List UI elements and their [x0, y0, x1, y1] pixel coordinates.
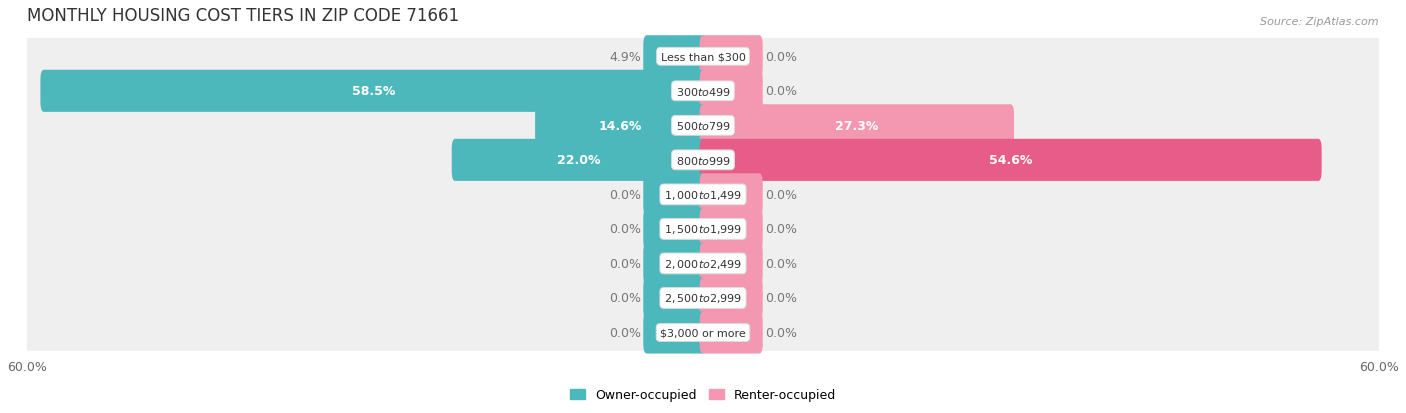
- Text: MONTHLY HOUSING COST TIERS IN ZIP CODE 71661: MONTHLY HOUSING COST TIERS IN ZIP CODE 7…: [27, 7, 458, 25]
- FancyBboxPatch shape: [27, 246, 1379, 282]
- Text: 0.0%: 0.0%: [765, 223, 797, 236]
- FancyBboxPatch shape: [451, 140, 706, 181]
- FancyBboxPatch shape: [27, 280, 1379, 316]
- Text: 0.0%: 0.0%: [765, 51, 797, 64]
- Text: 0.0%: 0.0%: [765, 257, 797, 270]
- FancyBboxPatch shape: [700, 243, 762, 285]
- FancyBboxPatch shape: [700, 36, 762, 78]
- FancyBboxPatch shape: [27, 39, 1379, 76]
- Text: $500 to $799: $500 to $799: [675, 120, 731, 132]
- FancyBboxPatch shape: [536, 105, 706, 147]
- FancyBboxPatch shape: [700, 140, 1322, 181]
- Text: 0.0%: 0.0%: [609, 257, 641, 270]
- Legend: Owner-occupied, Renter-occupied: Owner-occupied, Renter-occupied: [565, 384, 841, 406]
- Text: 0.0%: 0.0%: [765, 292, 797, 305]
- FancyBboxPatch shape: [27, 177, 1379, 213]
- Text: $1,000 to $1,499: $1,000 to $1,499: [664, 188, 742, 202]
- FancyBboxPatch shape: [27, 74, 1379, 110]
- Text: 0.0%: 0.0%: [765, 188, 797, 202]
- FancyBboxPatch shape: [700, 174, 762, 216]
- Text: 0.0%: 0.0%: [609, 223, 641, 236]
- FancyBboxPatch shape: [27, 108, 1379, 144]
- FancyBboxPatch shape: [700, 105, 1014, 147]
- FancyBboxPatch shape: [700, 208, 762, 250]
- Text: $300 to $499: $300 to $499: [675, 85, 731, 97]
- FancyBboxPatch shape: [644, 277, 706, 319]
- Text: 22.0%: 22.0%: [557, 154, 600, 167]
- FancyBboxPatch shape: [27, 211, 1379, 248]
- FancyBboxPatch shape: [644, 208, 706, 250]
- Text: $800 to $999: $800 to $999: [675, 154, 731, 166]
- FancyBboxPatch shape: [41, 71, 706, 113]
- Text: 0.0%: 0.0%: [765, 326, 797, 339]
- FancyBboxPatch shape: [700, 312, 762, 354]
- Text: 0.0%: 0.0%: [609, 188, 641, 202]
- FancyBboxPatch shape: [27, 142, 1379, 179]
- Text: Less than $300: Less than $300: [661, 52, 745, 62]
- FancyBboxPatch shape: [700, 277, 762, 319]
- FancyBboxPatch shape: [644, 174, 706, 216]
- Text: Source: ZipAtlas.com: Source: ZipAtlas.com: [1261, 17, 1379, 26]
- Text: $3,000 or more: $3,000 or more: [661, 328, 745, 338]
- Text: $1,500 to $1,999: $1,500 to $1,999: [664, 223, 742, 236]
- Text: 27.3%: 27.3%: [835, 119, 879, 133]
- Text: 0.0%: 0.0%: [609, 292, 641, 305]
- Text: $2,000 to $2,499: $2,000 to $2,499: [664, 257, 742, 270]
- FancyBboxPatch shape: [700, 71, 762, 113]
- FancyBboxPatch shape: [27, 314, 1379, 351]
- Text: 54.6%: 54.6%: [988, 154, 1032, 167]
- Text: 4.9%: 4.9%: [609, 51, 641, 64]
- FancyBboxPatch shape: [644, 243, 706, 285]
- FancyBboxPatch shape: [644, 312, 706, 354]
- Text: 14.6%: 14.6%: [599, 119, 643, 133]
- FancyBboxPatch shape: [644, 36, 706, 78]
- Text: 58.5%: 58.5%: [352, 85, 395, 98]
- Text: $2,500 to $2,999: $2,500 to $2,999: [664, 292, 742, 305]
- Text: 0.0%: 0.0%: [765, 85, 797, 98]
- Text: 0.0%: 0.0%: [609, 326, 641, 339]
